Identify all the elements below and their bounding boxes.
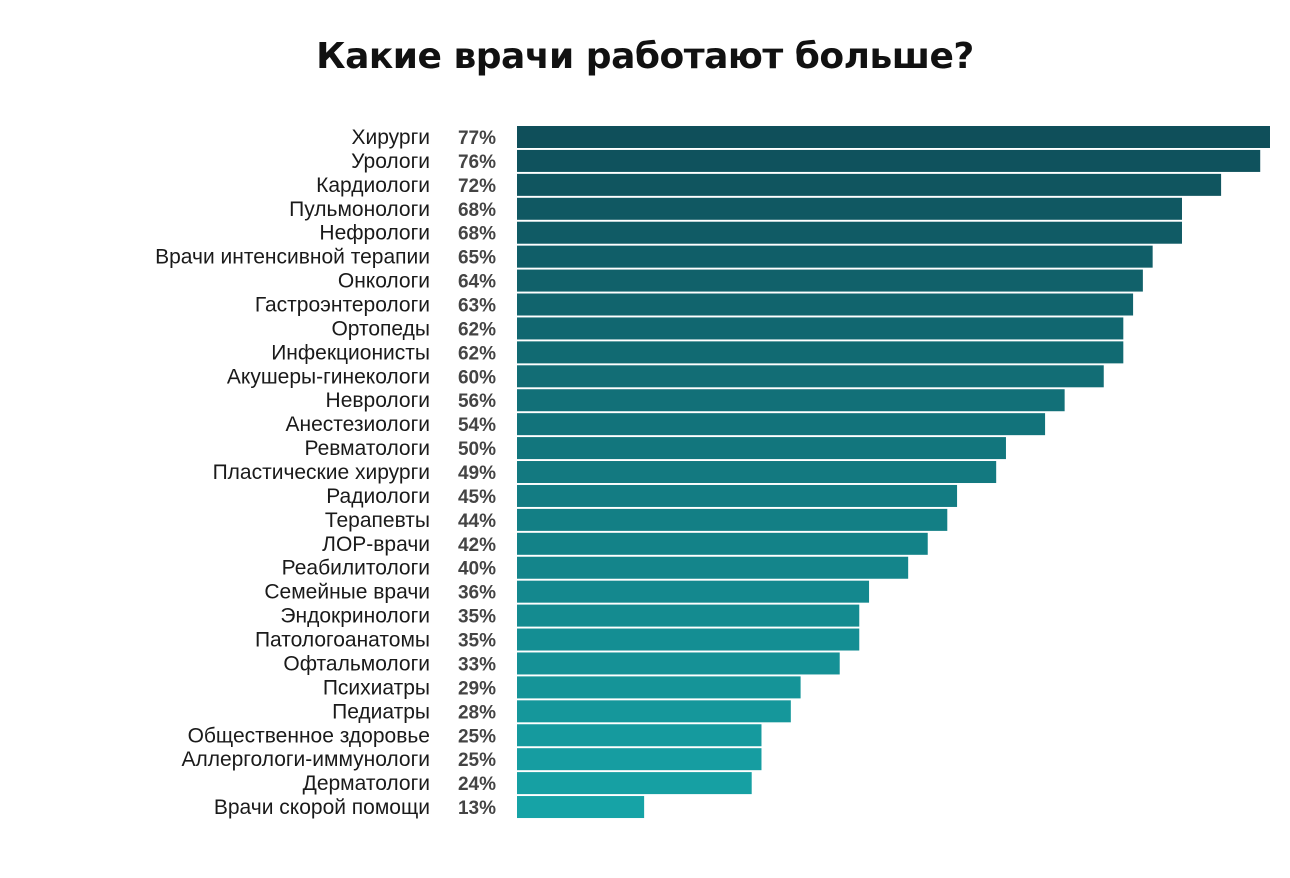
category-label: Акушеры-гинекологи: [227, 365, 430, 388]
value-label: 77%: [458, 128, 496, 149]
value-label: 29%: [458, 678, 496, 699]
category-labels-group: ХирургиУрологиКардиологиПульмонологиНефр…: [155, 126, 430, 819]
category-label: Дерматологи: [303, 772, 430, 795]
category-label: Педиатры: [332, 700, 430, 723]
bar: [517, 700, 791, 723]
category-label: Пластические хирурги: [213, 461, 430, 484]
bar: [517, 772, 752, 795]
bar: [517, 748, 762, 771]
value-label: 62%: [458, 319, 496, 340]
value-label: 33%: [458, 654, 496, 675]
bar: [517, 580, 870, 603]
value-label: 68%: [458, 224, 496, 245]
category-label: Хирурги: [351, 126, 430, 149]
value-label: 13%: [458, 798, 496, 819]
bar: [517, 149, 1261, 172]
value-label: 49%: [458, 463, 496, 484]
value-label: 72%: [458, 176, 496, 197]
category-label: Врачи интенсивной терапии: [155, 246, 430, 269]
bar: [517, 317, 1124, 340]
bar: [517, 173, 1222, 196]
category-label: ЛОР-врачи: [322, 533, 430, 556]
value-labels-group: 77%76%72%68%68%65%64%63%62%62%60%56%54%5…: [458, 128, 496, 819]
bar: [517, 628, 860, 651]
category-label: Нефрологи: [319, 222, 430, 245]
bar: [517, 532, 928, 555]
category-label: Радиологи: [326, 485, 430, 508]
value-label: 36%: [458, 583, 496, 604]
category-label: Терапевты: [325, 509, 430, 532]
category-label: Инфекционисты: [271, 341, 430, 364]
value-label: 25%: [458, 726, 496, 747]
bar: [517, 724, 762, 747]
value-label: 42%: [458, 535, 496, 556]
value-label: 35%: [458, 607, 496, 628]
bar: [517, 676, 801, 699]
category-label: Общественное здоровье: [188, 724, 430, 747]
category-label: Урологи: [351, 150, 430, 173]
value-label: 56%: [458, 391, 496, 412]
bar: [517, 221, 1182, 244]
bar: [517, 556, 909, 579]
value-label: 24%: [458, 774, 496, 795]
bar: [517, 341, 1124, 364]
category-label: Реабилитологи: [282, 557, 430, 580]
bar: [517, 413, 1046, 436]
value-label: 62%: [458, 343, 496, 364]
category-label: Неврологи: [326, 389, 430, 412]
category-label: Эндокринологи: [280, 605, 430, 628]
category-label: Гастроэнтерологи: [255, 294, 430, 317]
bar: [517, 604, 860, 627]
category-label: Кардиологи: [316, 174, 430, 197]
value-label: 40%: [458, 559, 496, 580]
category-label: Семейные врачи: [264, 581, 430, 604]
value-label: 76%: [458, 152, 496, 173]
value-label: 50%: [458, 439, 496, 460]
category-label: Аллергологи-иммунологи: [181, 748, 430, 771]
category-label: Психиатры: [323, 676, 430, 699]
category-label: Пульмонологи: [289, 198, 430, 221]
value-label: 28%: [458, 702, 496, 723]
bar: [517, 365, 1104, 388]
bar: [517, 126, 1270, 148]
bar: [517, 796, 645, 819]
bar: [517, 484, 958, 507]
category-label: Ревматологи: [305, 437, 431, 460]
bar: [517, 508, 948, 531]
bar: [517, 389, 1065, 412]
value-label: 68%: [458, 200, 496, 221]
value-label: 63%: [458, 296, 496, 317]
bar: [517, 269, 1143, 292]
value-label: 60%: [458, 367, 496, 388]
value-label: 35%: [458, 631, 496, 652]
chart-title: Какие врачи работают больше?: [316, 36, 974, 77]
bar: [517, 197, 1182, 220]
category-label: Врачи скорой помощи: [214, 796, 430, 819]
bar: [517, 437, 1006, 460]
value-label: 54%: [458, 415, 496, 436]
value-label: 44%: [458, 511, 496, 532]
bar: [517, 245, 1153, 268]
category-label: Онкологи: [338, 270, 430, 293]
category-label: Анестезиологи: [285, 413, 430, 436]
value-label: 64%: [458, 272, 496, 293]
bar: [517, 293, 1134, 316]
value-label: 65%: [458, 248, 496, 269]
bar: [517, 461, 997, 484]
category-label: Ортопеды: [331, 317, 430, 340]
bar: [517, 652, 840, 675]
category-label: Офтальмологи: [283, 652, 430, 675]
value-label: 25%: [458, 750, 496, 771]
value-label: 45%: [458, 487, 496, 508]
category-label: Патологоанатомы: [255, 629, 430, 652]
bars-group: [517, 126, 1270, 819]
